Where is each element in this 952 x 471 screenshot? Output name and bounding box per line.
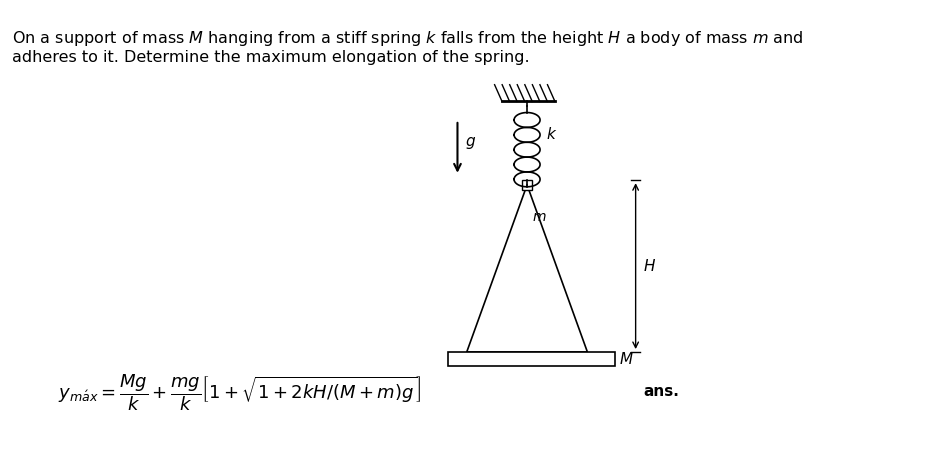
Text: $M$: $M$: [618, 351, 633, 367]
Text: $g$: $g$: [465, 135, 475, 151]
Text: adheres to it. Determine the maximum elongation of the spring.: adheres to it. Determine the maximum elo…: [12, 50, 529, 65]
Text: $y_{m\acute{a}x} = \dfrac{Mg}{k} + \dfrac{mg}{k}\left[1 + \sqrt{1 + 2kH/(M + m)g: $y_{m\acute{a}x} = \dfrac{Mg}{k} + \dfra…: [58, 373, 421, 413]
Text: ans.: ans.: [643, 384, 678, 399]
Text: On a support of mass $M$ hanging from a stiff spring $k$ falls from the height $: On a support of mass $M$ hanging from a …: [12, 29, 803, 48]
Bar: [522, 180, 531, 189]
Text: $k$: $k$: [545, 126, 556, 142]
Text: $H$: $H$: [643, 258, 655, 274]
Text: $m$: $m$: [531, 211, 545, 224]
Bar: [447, 352, 615, 366]
Polygon shape: [466, 185, 586, 352]
